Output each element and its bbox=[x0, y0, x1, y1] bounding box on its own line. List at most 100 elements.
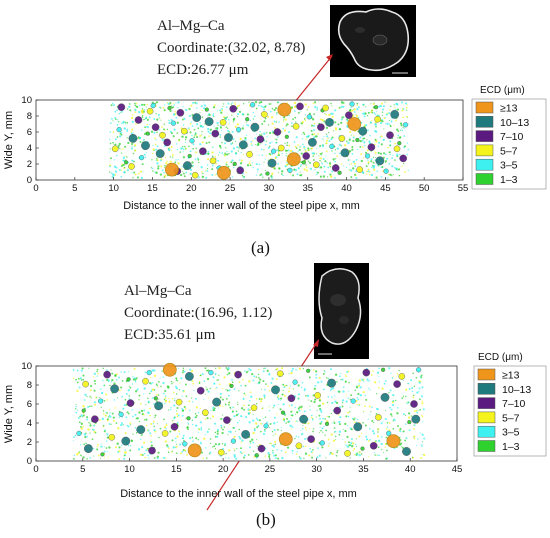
data-point-3-5 bbox=[97, 398, 104, 404]
data-point-5-7 bbox=[322, 104, 329, 112]
data-point-1-3 bbox=[381, 367, 386, 372]
data-point-3-5 bbox=[287, 167, 293, 174]
data-point-7-10 bbox=[196, 386, 205, 395]
x-tick-label: 30 bbox=[311, 464, 322, 475]
data-point-3-5 bbox=[189, 138, 195, 144]
annotation-b-line-2: Coordinate:(16.96, 1.12) bbox=[124, 305, 272, 321]
annotation-a-line-3: ECD:26.77 μm bbox=[157, 62, 249, 78]
data-point-10-13 bbox=[154, 401, 164, 411]
data-point-1-3 bbox=[360, 446, 365, 451]
data-point-5-7 bbox=[277, 144, 285, 152]
data-point-3-5 bbox=[208, 370, 214, 376]
data-point-5-7 bbox=[142, 377, 149, 385]
data-point-3-5 bbox=[271, 148, 277, 154]
y-tick-label: 10 bbox=[21, 95, 32, 106]
data-point-7-10 bbox=[410, 400, 418, 408]
data-point-5-7 bbox=[209, 157, 217, 165]
annotation-b-line-3: ECD:35.61 μm bbox=[124, 327, 216, 343]
data-point-1-3 bbox=[397, 141, 402, 146]
y-tick-label: 0 bbox=[27, 456, 32, 467]
x-tick-label: 25 bbox=[265, 464, 276, 475]
data-point-10-13 bbox=[110, 384, 120, 394]
data-point-7-10 bbox=[331, 164, 340, 172]
data-point-5-7 bbox=[246, 151, 253, 158]
legend-swatch bbox=[477, 397, 496, 409]
data-point-7-10 bbox=[307, 435, 315, 443]
y-tick-label: 4 bbox=[27, 143, 32, 154]
data-point-10-13 bbox=[121, 436, 131, 446]
x-tick-label: 30 bbox=[264, 183, 275, 194]
plot-frame bbox=[35, 99, 464, 181]
data-point-ge13 bbox=[386, 434, 401, 449]
data-point-7-10 bbox=[91, 415, 99, 424]
data-point-3-5 bbox=[292, 379, 298, 385]
y-tick-label: 8 bbox=[27, 111, 32, 122]
data-point-7-10 bbox=[211, 129, 220, 138]
data-point-3-5 bbox=[170, 120, 177, 126]
data-point-10-13 bbox=[192, 113, 202, 123]
annotation-b-line-1: Al–Mg–Ca bbox=[124, 283, 192, 299]
data-point-10-13 bbox=[271, 385, 280, 395]
x-axis-label: Distance to the inner wall of the steel … bbox=[120, 488, 357, 500]
data-point-5-7 bbox=[356, 166, 364, 173]
data-point-3-5 bbox=[416, 367, 422, 373]
data-point-7-10 bbox=[367, 143, 376, 151]
data-point-7-10 bbox=[199, 147, 207, 155]
data-point-10-13 bbox=[307, 137, 317, 147]
x-tick-label: 5 bbox=[72, 183, 77, 194]
data-point-7-10 bbox=[163, 138, 171, 147]
data-point-3-5 bbox=[118, 411, 124, 418]
x-tick-label: 0 bbox=[33, 464, 38, 475]
data-point-7-10 bbox=[117, 103, 126, 111]
data-point-5-7 bbox=[344, 450, 351, 457]
data-point-5-7 bbox=[161, 430, 169, 437]
data-point-7-10 bbox=[362, 368, 371, 377]
data-point-10-13 bbox=[182, 161, 192, 171]
plot-frame bbox=[35, 365, 458, 462]
y-tick-label: 2 bbox=[27, 159, 32, 170]
data-point-3-5 bbox=[146, 370, 152, 376]
legend-label: 3–5 bbox=[502, 427, 520, 439]
data-point-7-10 bbox=[223, 416, 231, 424]
legend-label: 3–5 bbox=[500, 160, 518, 172]
data-point-7-10 bbox=[302, 152, 311, 160]
legend-a-title: ECD (μm) bbox=[480, 85, 525, 96]
x-axis-label: Distance to the inner wall of the steel … bbox=[123, 200, 360, 212]
data-point-10-13 bbox=[241, 429, 251, 439]
data-point-3-5 bbox=[386, 430, 392, 437]
data-point-ge13 bbox=[216, 165, 231, 180]
data-point-7-10 bbox=[287, 394, 296, 403]
data-point-3-5 bbox=[139, 155, 145, 161]
data-point-10-13 bbox=[340, 148, 350, 158]
legend-label: ≥13 bbox=[500, 103, 518, 115]
data-point-10-13 bbox=[141, 141, 150, 151]
data-point-10-13 bbox=[327, 378, 336, 388]
x-tick-label: 35 bbox=[302, 183, 313, 194]
y-tick-label: 2 bbox=[27, 437, 32, 448]
data-point-10-13 bbox=[325, 118, 334, 127]
annotation-a-line-1: Al–Mg–Ca bbox=[157, 18, 225, 34]
data-point-5-7 bbox=[393, 145, 401, 153]
data-point-5-7 bbox=[201, 409, 209, 416]
data-point-7-10 bbox=[234, 370, 242, 379]
data-point-7-10 bbox=[393, 380, 401, 388]
legend-swatch bbox=[475, 101, 494, 114]
data-point-7-10 bbox=[296, 102, 304, 111]
legend-swatch bbox=[475, 130, 494, 142]
data-point-3-5 bbox=[76, 430, 82, 437]
data-point-10-13 bbox=[238, 140, 248, 150]
data-point-3-5 bbox=[319, 440, 325, 446]
data-point-10-13 bbox=[250, 122, 260, 132]
y-tick-label: 4 bbox=[27, 418, 32, 429]
data-point-7-10 bbox=[236, 166, 244, 175]
x-tick-label: 15 bbox=[147, 183, 158, 194]
data-point-3-5 bbox=[150, 102, 156, 109]
x-tick-label: 35 bbox=[358, 464, 369, 475]
data-point-5-7 bbox=[219, 119, 227, 126]
data-point-1-3 bbox=[337, 170, 342, 175]
data-point-7-10 bbox=[273, 128, 282, 136]
data-point-7-10 bbox=[148, 446, 156, 455]
y-tick-label: 6 bbox=[27, 399, 32, 410]
data-point-10-13 bbox=[184, 371, 194, 381]
data-point-1-3 bbox=[324, 421, 330, 426]
